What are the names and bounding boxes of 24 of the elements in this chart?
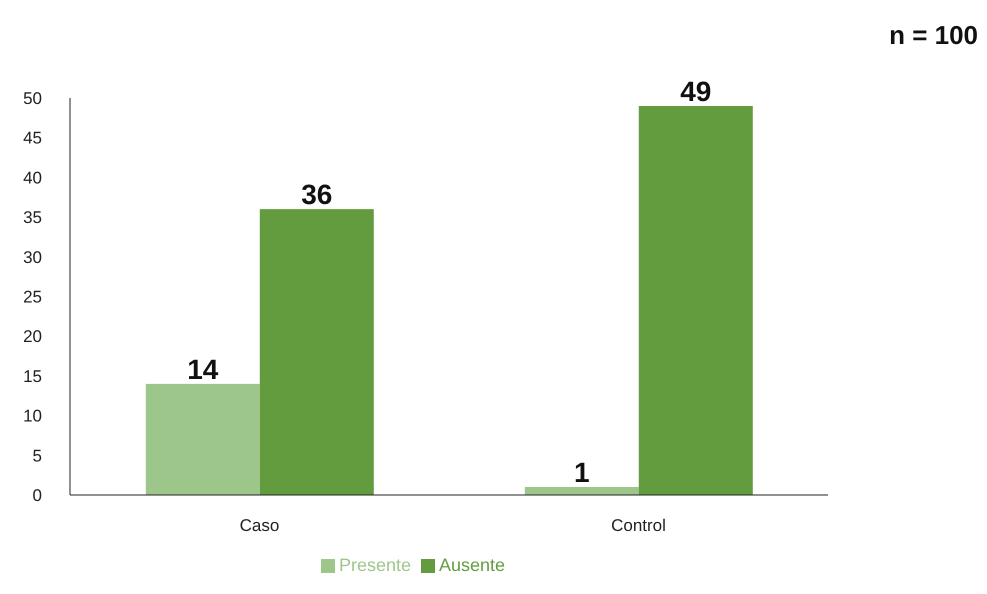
data-label: 1 [574, 457, 590, 488]
x-tick-label: Caso [240, 516, 280, 536]
y-tick-label: 5 [32, 446, 42, 466]
bar [638, 106, 753, 495]
y-tick-label: 40 [23, 168, 42, 188]
bar [260, 209, 374, 495]
legend-label: Presente [338, 555, 411, 575]
y-tick-label: 20 [23, 327, 42, 346]
x-tick-label: Control [611, 516, 666, 536]
legend-label: Ausente [438, 555, 506, 575]
y-tick-label: 25 [23, 288, 42, 307]
bar [524, 487, 639, 495]
y-tick-label: 15 [23, 366, 42, 386]
bar [146, 384, 260, 495]
y-tick-label: 30 [23, 248, 42, 267]
data-label: 36 [301, 179, 332, 210]
y-tick-label: 50 [23, 89, 42, 108]
data-label: 49 [680, 76, 712, 107]
y-tick-label: 0 [32, 486, 42, 506]
y-tick-label: 35 [23, 208, 42, 228]
text: n = 100 [889, 20, 978, 51]
data-label: 14 [187, 354, 219, 385]
y-tick-label: 10 [23, 406, 42, 426]
y-tick-label: 45 [23, 128, 42, 148]
